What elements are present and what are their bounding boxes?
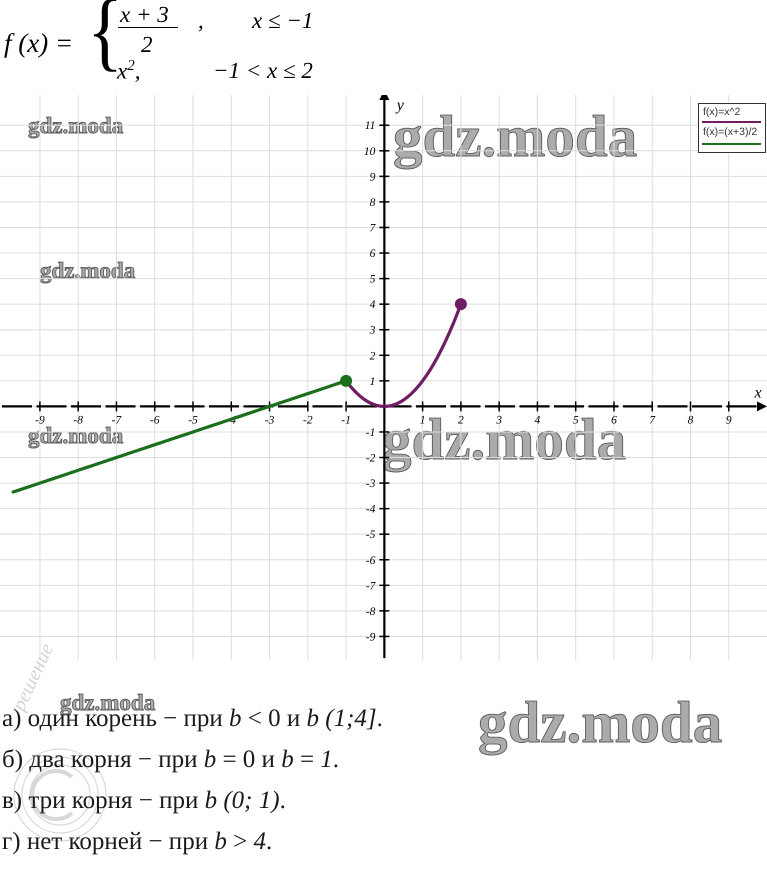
svg-text:-7: -7 [366,580,377,592]
svg-text:3: 3 [495,414,502,426]
svg-text:2: 2 [458,414,464,426]
svg-text:-6: -6 [150,414,160,426]
svg-text:-5: -5 [188,414,198,426]
svg-text:-7: -7 [112,414,123,426]
svg-text:-5: -5 [366,529,376,541]
svg-text:1: 1 [370,376,376,388]
svg-text:9: 9 [726,414,732,426]
svg-text:7: 7 [370,222,377,234]
svg-text:-4: -4 [366,504,376,516]
svg-text:x: x [753,384,761,401]
svg-text:y: y [395,97,405,114]
svg-text:8: 8 [688,414,694,426]
svg-text:10: 10 [364,146,376,158]
svg-text:-1: -1 [341,414,351,426]
svg-text:-3: -3 [366,478,376,490]
svg-text:8: 8 [370,197,376,209]
svg-text:7: 7 [649,414,656,426]
svg-text:-1: -1 [366,427,376,439]
svg-text:5: 5 [573,414,579,426]
svg-text:2: 2 [370,350,376,362]
svg-text:1: 1 [420,414,426,426]
svg-text:-2: -2 [366,453,376,465]
svg-text:-2: -2 [303,414,313,426]
svg-text:-9: -9 [35,414,45,426]
svg-text:-9: -9 [366,631,376,643]
svg-text:6: 6 [370,248,376,260]
svg-text:9: 9 [370,171,376,183]
svg-text:6: 6 [611,414,617,426]
svg-text:4: 4 [535,414,541,426]
svg-text:3: 3 [369,325,376,337]
svg-text:4: 4 [370,299,376,311]
svg-text:-6: -6 [366,555,376,567]
svg-text:-3: -3 [265,414,275,426]
svg-text:11: 11 [365,120,376,132]
svg-text:5: 5 [370,274,376,286]
svg-text:-8: -8 [366,606,376,618]
svg-text:-8: -8 [73,414,83,426]
